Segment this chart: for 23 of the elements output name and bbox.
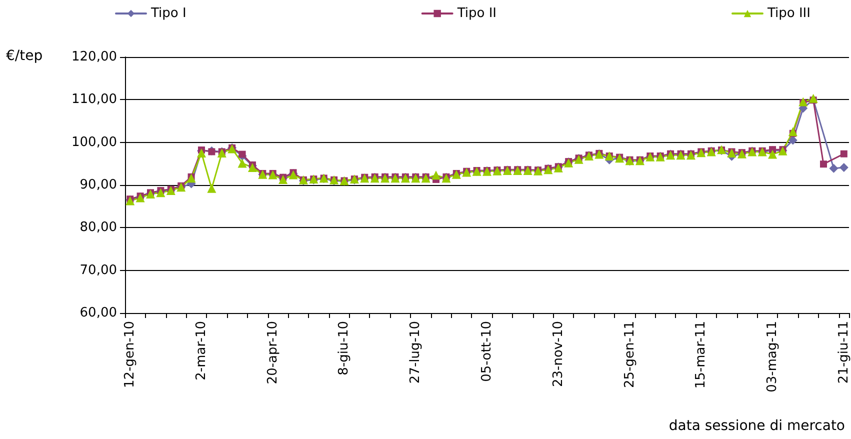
legend-label: Tipo III bbox=[766, 6, 810, 21]
x-tick-label: 21-giu-11 bbox=[836, 321, 851, 384]
y-tick-label: 80,00 bbox=[80, 220, 117, 236]
y-tick-label: 110,00 bbox=[72, 92, 117, 108]
legend-label: Tipo II bbox=[456, 6, 496, 21]
x-tick-label: 05-ott-10 bbox=[480, 321, 494, 382]
y-tick-label: 90,00 bbox=[80, 178, 117, 192]
x-tick-label: 15-mar-11 bbox=[694, 321, 709, 389]
y-axis-title: €/tep bbox=[6, 48, 43, 64]
legend-label: Tipo I bbox=[150, 6, 186, 21]
y-tick-label: 100,00 bbox=[72, 134, 117, 150]
x-tick-label: 25-gen-11 bbox=[622, 321, 638, 388]
x-axis-title: data sessione di mercato bbox=[668, 418, 846, 434]
y-tick-label: 60,00 bbox=[80, 306, 117, 320]
y-tick-label: 120,00 bbox=[72, 50, 117, 64]
x-tick-label: 8-giu-10 bbox=[336, 321, 352, 376]
y-tick-label: 70,00 bbox=[80, 262, 117, 278]
x-tick-label: 23-nov-10 bbox=[550, 321, 566, 388]
x-tick-label: 20-apr-10 bbox=[265, 321, 280, 384]
x-tick-label: 03-mag-11 bbox=[765, 321, 780, 392]
x-tick-label: 12-gen-10 bbox=[122, 321, 138, 388]
x-tick-label: 27-lug-10 bbox=[408, 321, 424, 384]
x-tick-label: 2-mar-10 bbox=[194, 321, 209, 380]
